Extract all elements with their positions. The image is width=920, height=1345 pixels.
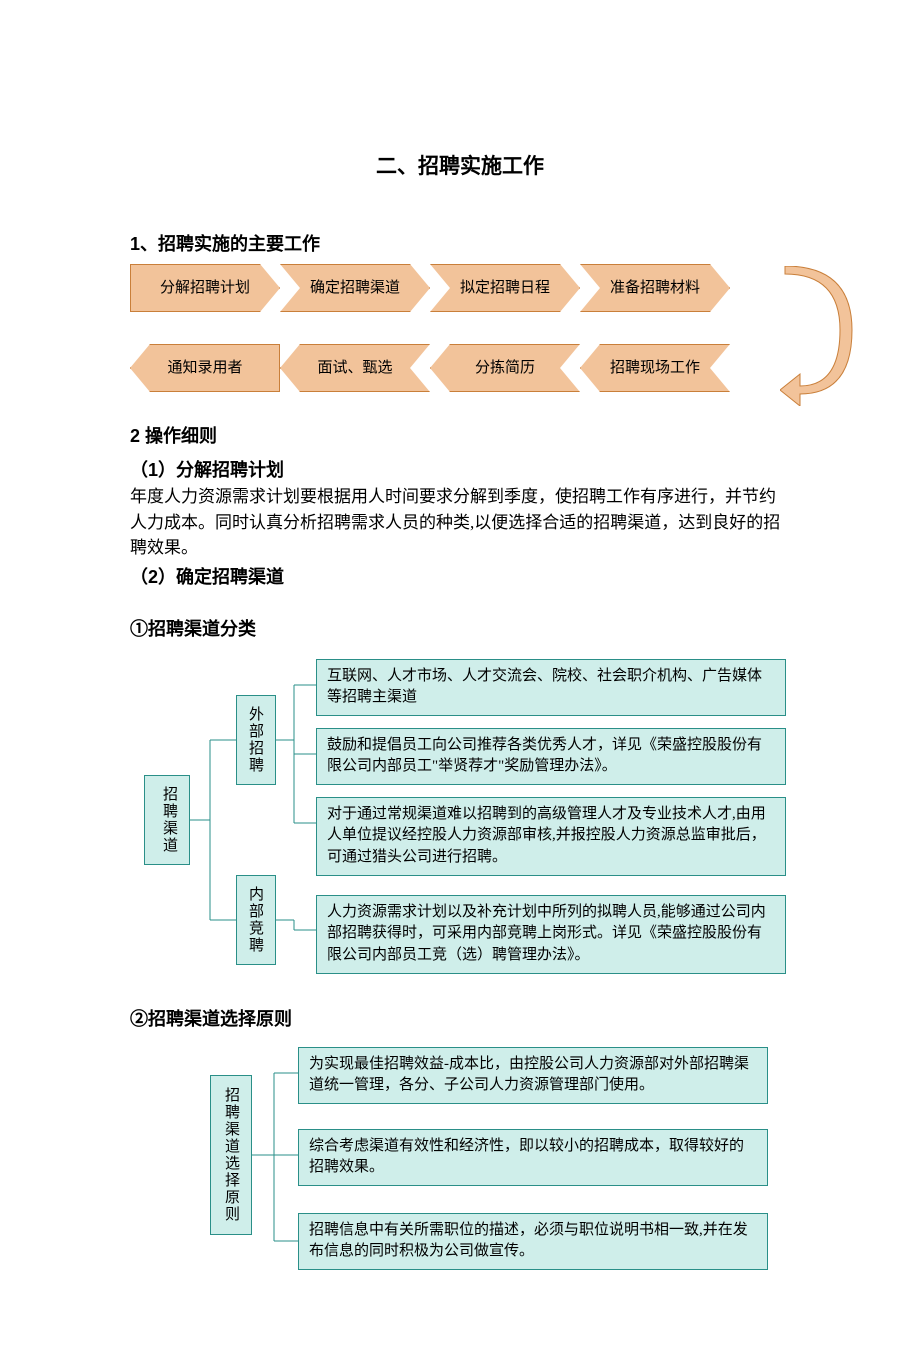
tree-channels: 招聘渠道 外部招聘 内部竞聘 互联网、人才市场、人才交流会、院校、社会职介机构、… — [144, 655, 790, 995]
process-flow: 分解招聘计划 确定招聘渠道 拟定招聘日程 准备招聘材料 通知录用者 面试、甄选 … — [130, 264, 790, 404]
tree-leaf: 招聘信息中有关所需职位的描述，必须与职位说明书相一致,并在发布信息的同时积极为公… — [298, 1213, 768, 1271]
sub1-text: 年度人力资源需求计划要根据用人时间要求分解到季度，使招聘工作有序进行，并节约人力… — [130, 484, 790, 561]
tree-root: 招聘渠道 — [144, 775, 190, 865]
tree-principles: 招聘渠道选择原则 为实现最佳招聘效益-成本比，由控股公司人力资源部对外部招聘渠道… — [210, 1045, 790, 1275]
tree-root: 招聘渠道选择原则 — [210, 1075, 252, 1235]
tree-leaf: 为实现最佳招聘效益-成本比，由控股公司人力资源部对外部招聘渠道统一管理，各分、子… — [298, 1047, 768, 1105]
tree-branch: 内部竞聘 — [236, 875, 276, 965]
section2-heading: 2 操作细则 — [130, 422, 790, 448]
flow-step: 面试、甄选 — [280, 344, 430, 392]
flow-step: 拟定招聘日程 — [430, 264, 580, 312]
tree-leaf: 鼓励和提倡员工向公司推荐各类优秀人才，详见《荣盛控股股份有限公司内部员工"举贤荐… — [316, 728, 786, 786]
tree-branch: 外部招聘 — [236, 695, 276, 785]
flow-step: 分拣简历 — [430, 344, 580, 392]
tree-leaf: 对于通过常规渠道难以招聘到的高级管理人才及专业技术人才,由用人单位提议经控股人力… — [316, 797, 786, 876]
tree-leaf: 互联网、人才市场、人才交流会、院校、社会职介机构、广告媒体等招聘主渠道 — [316, 659, 786, 717]
section1-heading: 1、招聘实施的主要工作 — [130, 230, 790, 256]
flow-step: 准备招聘材料 — [580, 264, 730, 312]
sub1-heading: （1）分解招聘计划 — [130, 456, 790, 482]
flow-step: 确定招聘渠道 — [280, 264, 430, 312]
circle2-heading: ②招聘渠道选择原则 — [130, 1005, 790, 1031]
curve-arrow-icon — [780, 266, 860, 406]
tree-leaf: 综合考虑渠道有效性和经济性，即以较小的招聘成本，取得较好的招聘效果。 — [298, 1129, 768, 1187]
flow-step: 分解招聘计划 — [130, 264, 280, 312]
flow-step: 招聘现场工作 — [580, 344, 730, 392]
page-title: 二、招聘实施工作 — [130, 150, 790, 180]
flow-step: 通知录用者 — [130, 344, 280, 392]
tree-leaf: 人力资源需求计划以及补充计划中所列的拟聘人员,能够通过公司内部招聘获得时，可采用… — [316, 895, 786, 974]
sub2-heading: （2）确定招聘渠道 — [130, 563, 790, 589]
circle1-heading: ①招聘渠道分类 — [130, 615, 790, 641]
